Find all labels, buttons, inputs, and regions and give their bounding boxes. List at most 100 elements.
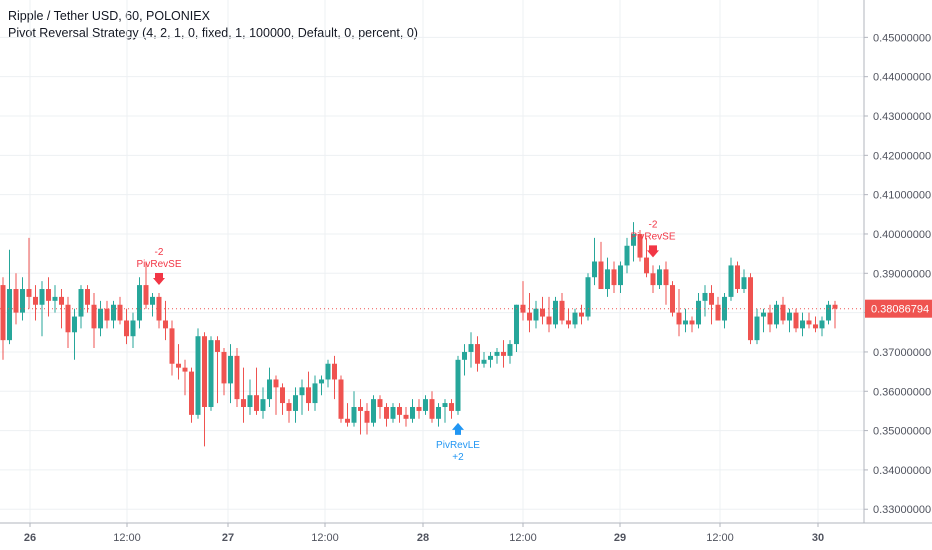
candle[interactable] (78, 289, 84, 317)
candle[interactable] (455, 359, 461, 411)
candle[interactable] (371, 399, 376, 423)
candle[interactable] (806, 320, 812, 325)
candle[interactable] (195, 336, 201, 415)
candle[interactable] (793, 312, 799, 329)
candle[interactable] (410, 406, 415, 419)
candle[interactable] (481, 359, 487, 364)
candle[interactable] (156, 296, 162, 321)
candle[interactable] (332, 363, 337, 380)
candle[interactable] (741, 277, 747, 290)
candle[interactable] (702, 292, 708, 301)
candle[interactable] (111, 304, 116, 321)
candle[interactable] (780, 304, 786, 321)
candle[interactable] (546, 316, 552, 325)
candle[interactable] (403, 414, 409, 419)
candle[interactable] (351, 406, 357, 423)
candle[interactable] (241, 399, 246, 407)
candle[interactable] (663, 269, 669, 286)
candle[interactable] (826, 304, 831, 321)
candle[interactable] (585, 277, 591, 317)
candle[interactable] (644, 257, 649, 274)
candle[interactable] (592, 261, 597, 278)
candle[interactable] (540, 308, 545, 317)
candle[interactable] (520, 304, 526, 313)
candle[interactable] (800, 320, 805, 329)
candle[interactable] (65, 304, 71, 333)
candle[interactable] (787, 312, 792, 321)
candle[interactable] (280, 387, 285, 404)
candle[interactable] (228, 355, 233, 384)
candle[interactable] (696, 300, 701, 325)
candle[interactable] (26, 289, 32, 297)
candle[interactable] (104, 308, 110, 321)
candle[interactable] (442, 403, 448, 407)
candle[interactable] (176, 363, 181, 368)
candle[interactable] (143, 285, 149, 305)
candle[interactable] (124, 320, 129, 337)
candle[interactable] (657, 269, 662, 286)
candle[interactable] (39, 289, 45, 305)
candle[interactable] (260, 399, 266, 411)
candle[interactable] (377, 399, 383, 407)
candle[interactable] (761, 312, 766, 317)
candle[interactable] (0, 285, 6, 341)
candle[interactable] (832, 304, 838, 309)
candle[interactable] (306, 387, 311, 404)
candle[interactable] (611, 269, 617, 286)
candle[interactable] (715, 304, 721, 321)
candle[interactable] (286, 403, 292, 411)
candle[interactable] (449, 403, 454, 411)
candle[interactable] (579, 312, 584, 317)
candle[interactable] (117, 304, 123, 321)
candle[interactable] (423, 399, 428, 411)
candle[interactable] (46, 289, 51, 301)
candle[interactable] (429, 399, 435, 419)
candle[interactable] (163, 320, 168, 329)
candle[interactable] (735, 265, 740, 290)
candle[interactable] (748, 277, 753, 341)
candle[interactable] (813, 324, 818, 329)
candle[interactable] (358, 406, 363, 411)
candle[interactable] (514, 304, 519, 345)
candle[interactable] (345, 418, 350, 423)
candle[interactable] (247, 395, 253, 407)
candle[interactable] (33, 296, 38, 305)
candle[interactable] (468, 344, 474, 352)
candle[interactable] (273, 379, 279, 388)
candle[interactable] (137, 285, 142, 321)
candle[interactable] (728, 265, 734, 297)
candle[interactable] (312, 383, 318, 404)
candle[interactable] (397, 406, 402, 415)
candle[interactable] (533, 308, 539, 321)
candle[interactable] (189, 371, 194, 415)
candle[interactable] (488, 355, 493, 360)
candle[interactable] (91, 304, 97, 329)
candle[interactable] (72, 316, 77, 333)
candle[interactable] (553, 300, 558, 325)
candle[interactable] (325, 363, 331, 380)
candle[interactable] (507, 344, 513, 356)
candle[interactable] (390, 406, 396, 419)
candle[interactable] (618, 265, 623, 286)
candle[interactable] (13, 289, 19, 313)
candle[interactable] (208, 340, 214, 407)
candle[interactable] (130, 320, 136, 337)
candle[interactable] (598, 261, 604, 290)
candle[interactable] (182, 367, 188, 372)
candle[interactable] (624, 245, 630, 266)
candle[interactable] (20, 289, 25, 313)
candle[interactable] (559, 300, 565, 321)
candle[interactable] (566, 320, 571, 325)
candle[interactable] (364, 410, 370, 423)
candle[interactable] (689, 320, 695, 325)
candle[interactable] (319, 379, 324, 384)
candle[interactable] (754, 316, 760, 341)
candle[interactable] (267, 379, 272, 400)
candle[interactable] (293, 395, 298, 411)
candle[interactable] (254, 395, 259, 411)
candle[interactable] (462, 351, 467, 360)
candle[interactable] (475, 344, 480, 364)
candle[interactable] (767, 312, 773, 325)
candle[interactable] (299, 387, 305, 396)
